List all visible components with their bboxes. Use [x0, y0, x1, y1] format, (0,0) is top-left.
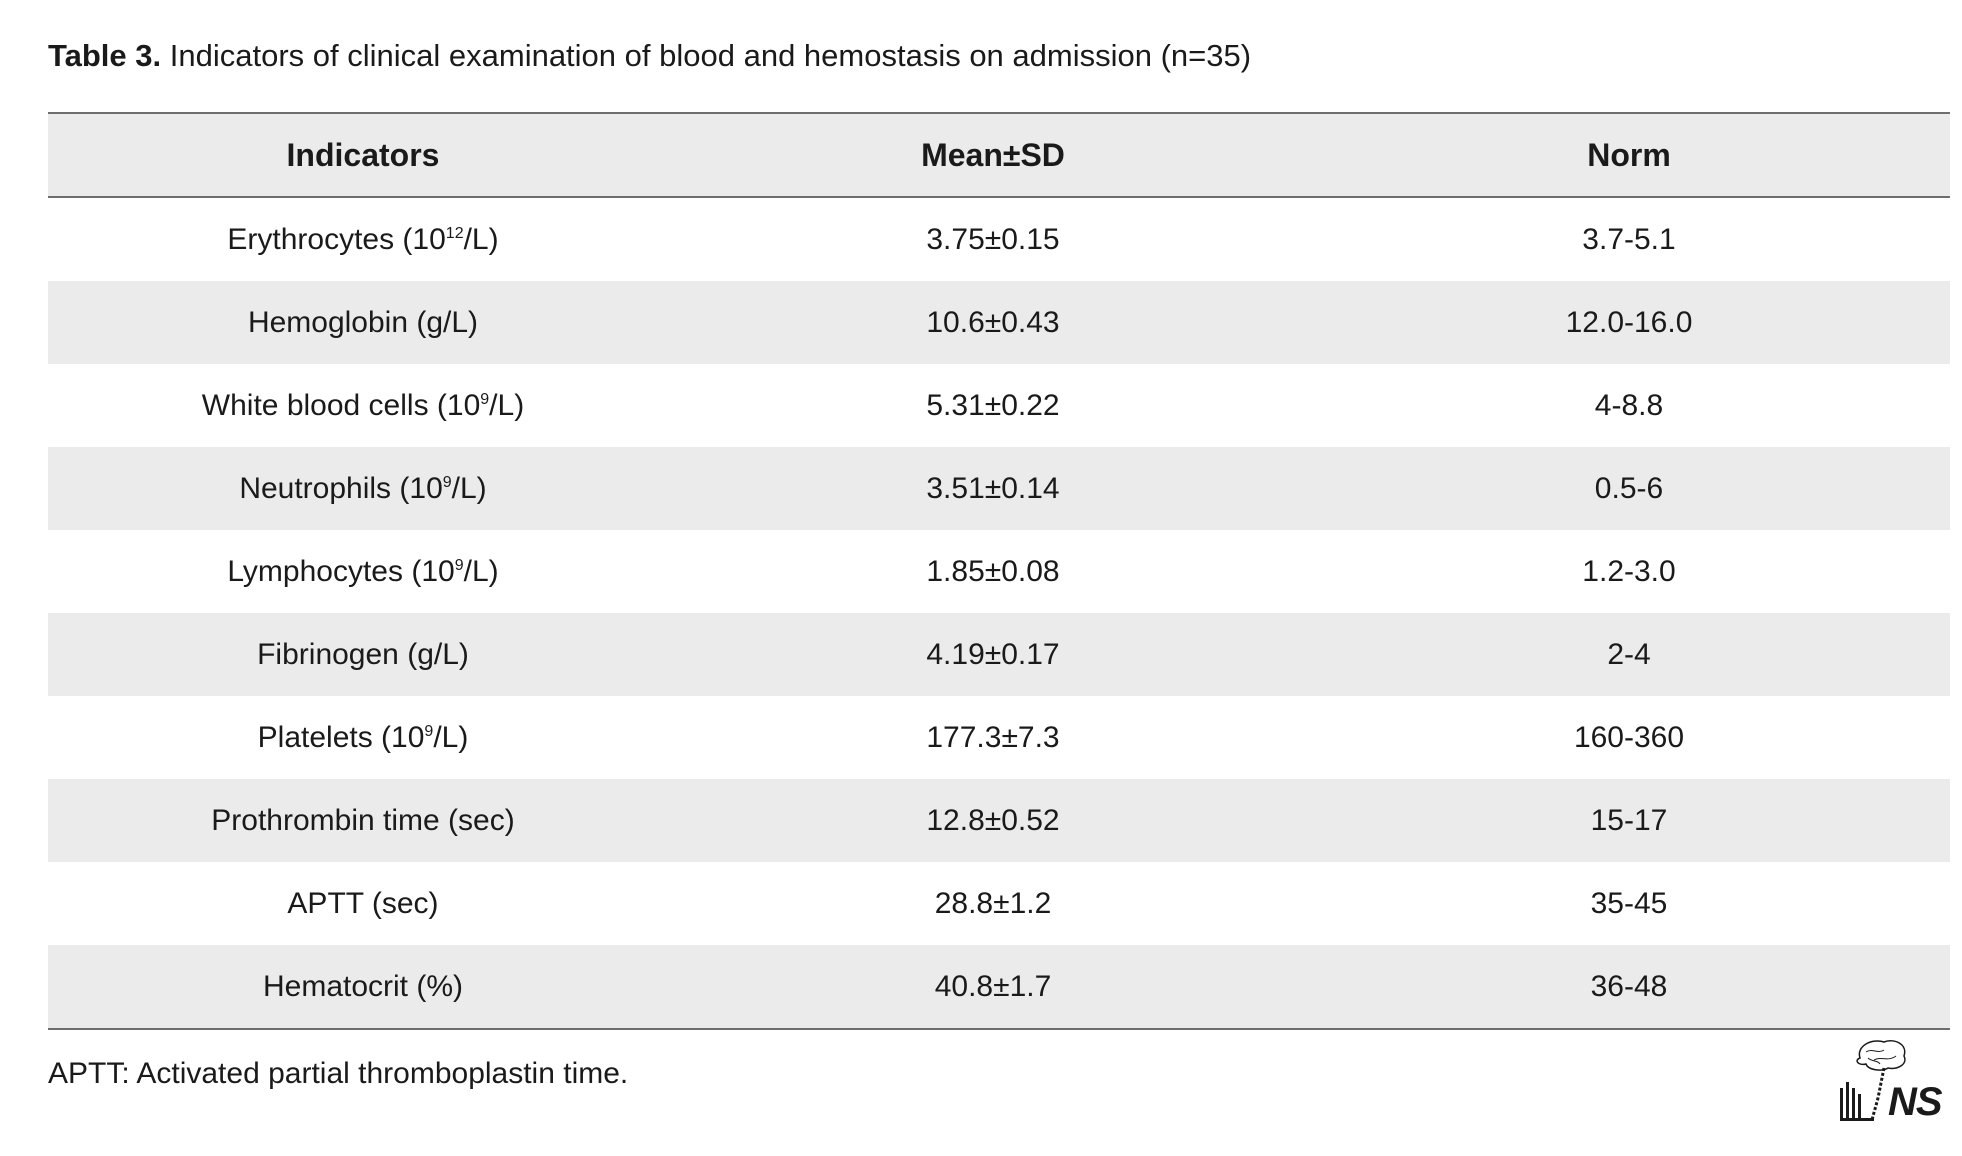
indicator-unit: /L)	[463, 222, 499, 256]
table-row: Prothrombin time (sec) 12.8±0.52 15-17	[48, 779, 1950, 862]
cell-norm: 35-45	[1590, 886, 1668, 920]
cell-mean-sd: 3.75±0.15	[926, 222, 1060, 256]
table-row: Erythrocytes (1012/L) 3.75±0.15 3.7-5.1	[48, 198, 1950, 281]
indicator-name: Prothrombin time (sec)	[211, 803, 515, 837]
indicator-exponent: 9	[424, 722, 434, 740]
indicator-name: Lymphocytes (10	[227, 554, 455, 588]
cell-mean-sd: 5.31±0.22	[926, 388, 1060, 422]
cell-mean-sd: 12.8±0.52	[926, 803, 1060, 837]
indicator-exponent: 9	[480, 390, 490, 408]
cell-indicator: Fibrinogen (g/L)	[48, 638, 678, 672]
cell-norm: 12.0-16.0	[1565, 305, 1693, 339]
indicator-name: Platelets (10	[257, 720, 425, 754]
cell-mean-sd: 3.51±0.14	[926, 471, 1060, 505]
table-footnote: APTT: Activated partial thromboplastin t…	[48, 1057, 629, 1090]
table-caption-text: Indicators of clinical examination of bl…	[169, 38, 1252, 73]
indicator-name: APTT (sec)	[287, 886, 439, 920]
indicator-unit: /L)	[489, 388, 525, 422]
cell-mean-sd: 28.8±1.2	[934, 886, 1052, 920]
table-body: Erythrocytes (1012/L) 3.75±0.15 3.7-5.1 Hem…	[48, 198, 1950, 1028]
indicator-name: White blood cells (10	[201, 388, 481, 422]
cell-norm: 160-360	[1573, 720, 1685, 754]
indicator-exponent: 9	[442, 473, 452, 491]
indicator-name: Fibrinogen (g/L)	[257, 637, 469, 671]
column-header-indicators: Indicators	[286, 136, 440, 173]
data-table: Indicators Mean±SD Norm Erythrocytes (10…	[48, 112, 1950, 1030]
indicator-unit: /L)	[463, 554, 499, 588]
indicator-name: Neutrophils (10	[239, 471, 443, 505]
table-row: Fibrinogen (g/L) 4.19±0.17 2-4	[48, 613, 1950, 696]
cell-mean-sd: 177.3±7.3	[926, 720, 1060, 754]
cell-norm: 0.5-6	[1594, 471, 1664, 505]
cell-indicator: APTT (sec)	[48, 887, 678, 921]
cell-norm: 2-4	[1607, 637, 1651, 671]
table-row: White blood cells (109/L) 5.31±0.22 4-8.8	[48, 364, 1950, 447]
table-row: Lymphocytes (109/L) 1.85±0.08 1.2-3.0	[48, 530, 1950, 613]
cell-norm: 1.2-3.0	[1582, 554, 1676, 588]
cell-norm: 4-8.8	[1594, 388, 1664, 422]
cell-indicator: Erythrocytes (1012/L)	[48, 223, 678, 257]
cell-norm: 3.7-5.1	[1582, 222, 1676, 256]
cell-indicator: Lymphocytes (109/L)	[48, 555, 678, 589]
cell-mean-sd: 4.19±0.17	[926, 637, 1060, 671]
indicator-name: Erythrocytes (10	[227, 222, 446, 256]
indicator-exponent: 9	[454, 556, 464, 574]
indicator-exponent: 12	[445, 224, 464, 242]
logo-text: NS	[1888, 1080, 1943, 1124]
column-header-norm: Norm	[1587, 136, 1671, 173]
cell-norm: 36-48	[1590, 969, 1668, 1003]
indicator-unit: /L)	[451, 471, 487, 505]
table-row: Neutrophils (109/L) 3.51±0.14 0.5-6	[48, 447, 1950, 530]
table-row: Platelets (109/L) 177.3±7.3 160-360	[48, 696, 1950, 779]
table-caption-label: Table 3.	[48, 38, 162, 73]
cell-mean-sd: 40.8±1.7	[934, 969, 1052, 1003]
indicator-name: Hemoglobin (g/L)	[247, 305, 479, 339]
cell-mean-sd: 1.85±0.08	[926, 554, 1060, 588]
cell-indicator: Neutrophils (109/L)	[48, 472, 678, 506]
indicator-unit: /L)	[433, 720, 469, 754]
table-header-row: Indicators Mean±SD Norm	[48, 114, 1950, 198]
cell-norm: 15-17	[1590, 803, 1668, 837]
column-header-mean-sd: Mean±SD	[921, 136, 1065, 173]
cell-indicator: Prothrombin time (sec)	[48, 804, 678, 838]
cell-indicator: White blood cells (109/L)	[48, 389, 678, 423]
cell-indicator: Hemoglobin (g/L)	[48, 306, 678, 340]
indicator-name: Hematocrit (%)	[262, 969, 464, 1003]
cell-indicator: Hematocrit (%)	[48, 970, 678, 1004]
cell-mean-sd: 10.6±0.43	[926, 305, 1060, 339]
table-caption: Table 3. Indicators of clinical examinat…	[48, 36, 1251, 76]
cell-indicator: Platelets (109/L)	[48, 721, 678, 755]
table-row: Hemoglobin (g/L) 10.6±0.43 12.0-16.0	[48, 281, 1950, 364]
table-row: APTT (sec) 28.8±1.2 35-45	[48, 862, 1950, 945]
brain-spine-logo-icon: NS	[1838, 1038, 1950, 1124]
table-row: Hematocrit (%) 40.8±1.7 36-48	[48, 945, 1950, 1028]
